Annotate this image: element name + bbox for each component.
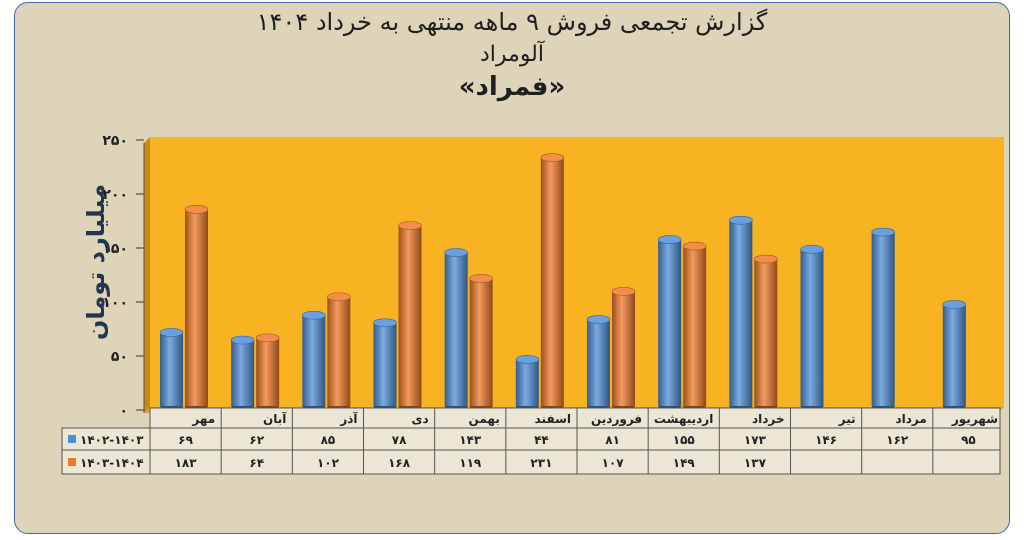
chart-subtitle-brand: «فمراد»	[458, 72, 566, 102]
data-label: ۴۴	[534, 433, 549, 447]
plot-side-wall	[144, 137, 150, 413]
bar	[231, 340, 255, 406]
bar	[327, 296, 351, 406]
bar-top	[657, 235, 682, 244]
data-label: ۱۰۷	[602, 456, 625, 470]
data-table	[149, 407, 1001, 475]
x-tick-label: دی	[412, 412, 429, 426]
bar-top	[540, 153, 565, 162]
data-label: ۱۴۶	[815, 433, 837, 447]
bar	[800, 249, 824, 406]
data-label: ۱۶۲	[886, 433, 909, 447]
x-tick-label: اسفند	[535, 412, 571, 426]
data-label: ۶۴	[249, 456, 264, 470]
data-label: ۸۱	[605, 433, 620, 447]
bar-top	[586, 315, 611, 324]
plot-area	[150, 137, 1004, 407]
y-tick-label: ۲۵۰	[102, 133, 128, 149]
bar	[729, 220, 753, 406]
bar	[302, 315, 326, 406]
x-tick-label: فروردین	[591, 412, 642, 427]
bar	[658, 239, 682, 406]
bar	[612, 291, 635, 406]
x-tick-label: مهر	[191, 412, 215, 426]
x-tick-label: خرداد	[752, 412, 785, 426]
bar-top	[754, 254, 778, 264]
bar-top	[327, 292, 351, 302]
bar-top	[444, 248, 468, 257]
bar-top	[398, 221, 422, 230]
chart-subtitle: آلومراد	[479, 42, 544, 67]
bar-top	[255, 333, 280, 343]
bar	[540, 157, 564, 406]
bar	[185, 209, 208, 406]
y-tick-label: ۰	[119, 403, 128, 419]
bar-top	[230, 335, 255, 345]
bar	[160, 332, 183, 406]
x-tick-label: بهمن	[469, 412, 500, 426]
bar-top	[871, 227, 895, 237]
data-label: ۸۵	[321, 433, 336, 447]
data-label: ۹۵	[961, 433, 976, 447]
legend-label: ۱۴۰۲-۱۴۰۳	[80, 433, 144, 447]
x-tick-label: آذر	[339, 411, 358, 426]
bar	[469, 278, 493, 406]
bar	[942, 304, 966, 406]
data-label: ۲۳۱	[530, 456, 552, 470]
bar-top	[515, 355, 540, 364]
x-tick-label: شهریور	[951, 412, 998, 427]
bar-top	[159, 328, 184, 337]
bar-top	[469, 274, 493, 283]
x-tick-label: آبان	[263, 411, 287, 426]
bar-top	[611, 287, 636, 296]
bar-top	[302, 310, 326, 320]
legend-label: ۱۴۰۳-۱۴۰۴	[80, 456, 144, 470]
bar	[515, 359, 539, 406]
bar-top	[682, 241, 707, 251]
data-label: ۱۶۸	[388, 456, 411, 470]
y-axis-label: میلیارد تومان	[82, 184, 110, 340]
data-label: ۱۰۲	[317, 456, 340, 470]
y-tick-label: ۲۰۰	[102, 187, 128, 203]
data-label: ۱۷۳	[744, 433, 767, 447]
bar	[256, 337, 280, 406]
data-label: ۷۸	[392, 433, 407, 447]
data-label: ۱۴۳	[459, 433, 482, 447]
bar	[754, 259, 778, 406]
data-label: ۱۵۵	[673, 433, 695, 447]
data-label: ۶۲	[249, 433, 264, 447]
x-tick-label: اردیبهشت	[654, 412, 713, 426]
data-label: ۱۳۷	[744, 456, 767, 470]
bar	[683, 246, 707, 406]
bar-top	[729, 215, 753, 225]
x-tick-label: تیر	[838, 412, 856, 426]
bar-top	[942, 300, 967, 309]
y-tick-label: ۱۵۰	[102, 241, 128, 257]
data-label: ۱۴۹	[673, 456, 696, 470]
bar	[373, 322, 397, 406]
bar	[871, 232, 895, 406]
chart-title: گزارش تجمعی فروش ۹ ماهه منتهی به خرداد ۱…	[256, 8, 768, 36]
bar-top	[800, 245, 824, 254]
x-tick-label: مرداد	[896, 412, 927, 426]
y-tick-label: ۱۰۰	[102, 295, 128, 311]
legend-swatch	[68, 458, 76, 466]
legend-swatch	[68, 435, 76, 443]
data-label: ۶۹	[178, 433, 193, 447]
bar	[444, 252, 468, 406]
bar	[398, 225, 422, 406]
data-label: ۱۱۹	[459, 456, 482, 470]
bar-top	[373, 318, 397, 328]
bar	[587, 319, 610, 406]
bar-top	[184, 205, 209, 214]
data-label: ۱۸۳	[175, 456, 198, 470]
y-tick-label: ۵۰	[111, 349, 128, 365]
